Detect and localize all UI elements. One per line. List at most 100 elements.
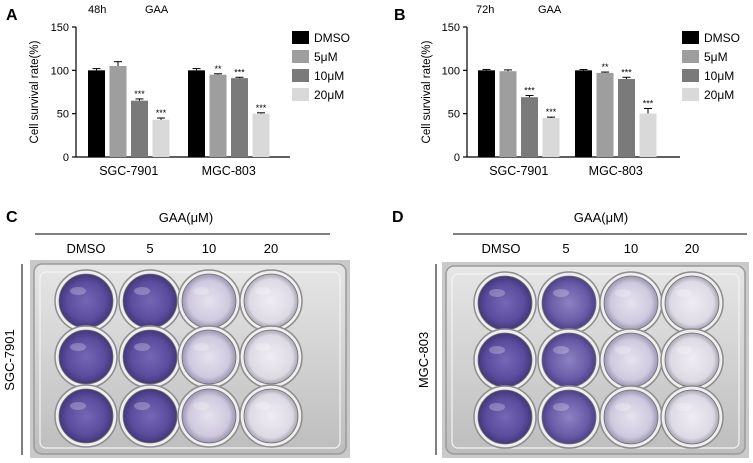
y-tick-label: 150 xyxy=(442,22,460,34)
well-stain xyxy=(181,329,237,385)
well-glare xyxy=(676,289,692,297)
well-glare xyxy=(489,346,505,354)
well-glare xyxy=(615,403,631,411)
well-glare xyxy=(193,343,209,351)
plate-rim xyxy=(451,273,740,449)
legend-swatch xyxy=(682,88,699,101)
well-plate-photo xyxy=(442,262,749,458)
legend-label: 5μM xyxy=(314,50,338,64)
well-stain xyxy=(122,273,178,329)
well-stain xyxy=(541,275,597,331)
well-stain xyxy=(477,389,533,445)
y-tick-label: 100 xyxy=(51,65,69,77)
column-label: 10 xyxy=(202,241,216,256)
well-stain xyxy=(477,275,533,331)
panel-a: A 48h GAA 0 50 100 150 Cell survival rate(%)… xyxy=(6,4,350,178)
bar xyxy=(478,70,495,157)
y-tick-label: 0 xyxy=(454,152,460,164)
well-glare xyxy=(676,346,692,354)
bar xyxy=(521,97,538,157)
well-glare xyxy=(615,346,631,354)
column-label: DMSO xyxy=(482,241,521,256)
y-tick-label: 50 xyxy=(57,109,69,121)
well-stain xyxy=(122,329,178,385)
bar xyxy=(542,118,560,157)
legend-label: 10μM xyxy=(314,69,344,83)
panel-d: D GAA(μM) DMSO 5 10 20 MGC-803 xyxy=(392,209,749,458)
legend-label: 20μM xyxy=(314,88,344,102)
well-glare xyxy=(70,402,86,410)
well-plate-photo xyxy=(30,260,350,458)
panel-letter: C xyxy=(6,209,18,226)
bar-chart: 0 50 100 150 Cell survival rate(%) *** *** SGC-… xyxy=(421,22,740,178)
well-stain xyxy=(477,332,533,388)
bar xyxy=(596,72,614,157)
column-label: 5 xyxy=(562,241,569,256)
well-stain xyxy=(58,329,114,385)
significance-label: *** xyxy=(256,103,267,113)
legend-swatch xyxy=(292,50,309,63)
bar xyxy=(639,113,657,157)
legend-label: 5μM xyxy=(704,50,728,64)
well-glare xyxy=(553,346,569,354)
well-stain xyxy=(541,332,597,388)
legend-swatch xyxy=(682,69,699,82)
bar xyxy=(231,78,248,157)
cell-line-label: MGC-803 xyxy=(416,332,431,388)
significance-label: *** xyxy=(621,67,632,77)
bar xyxy=(252,113,270,157)
category-label: MGC-803 xyxy=(202,164,256,178)
significance-label: *** xyxy=(234,67,245,77)
well-glare xyxy=(70,343,86,351)
column-label: 20 xyxy=(264,241,278,256)
well-glare xyxy=(255,287,271,295)
significance-label: ** xyxy=(601,62,609,72)
panel-c: C GAA(μM) DMSO 5 10 20 SGC-7901 xyxy=(2,209,350,458)
significance-label: *** xyxy=(643,98,654,108)
legend-label: DMSO xyxy=(314,31,350,45)
well-stain xyxy=(181,388,237,444)
panel-letter: B xyxy=(394,7,406,24)
well-glare xyxy=(70,287,86,295)
well-stain xyxy=(603,389,659,445)
well-glare xyxy=(255,343,271,351)
bar xyxy=(109,66,127,157)
well-glare xyxy=(134,343,150,351)
legend-swatch xyxy=(682,31,699,44)
bar xyxy=(188,70,205,157)
well-glare xyxy=(134,402,150,410)
legend-swatch xyxy=(292,88,309,101)
legend-label: 20μM xyxy=(704,88,734,102)
bar xyxy=(499,71,517,157)
well-stain xyxy=(243,329,299,385)
column-label: DMSO xyxy=(67,241,106,256)
well-glare xyxy=(193,402,209,410)
y-axis-title: Cell survival rate(%) xyxy=(29,40,41,143)
well-stain xyxy=(603,332,659,388)
well-glare xyxy=(193,287,209,295)
y-tick-label: 0 xyxy=(63,152,69,164)
column-label: 5 xyxy=(146,241,153,256)
category-label: MGC-803 xyxy=(589,164,643,178)
well-glare xyxy=(553,403,569,411)
concentration-header: GAA(μM) xyxy=(574,210,628,225)
y-axis-title: Cell survival rate(%) xyxy=(421,40,433,143)
panel-b: B 72h GAA 0 50 100 150 Cell survival rate(%)… xyxy=(394,4,740,178)
significance-label: *** xyxy=(156,108,167,118)
y-tick-label: 100 xyxy=(442,65,460,77)
well-glare xyxy=(489,403,505,411)
bar xyxy=(575,70,592,157)
y-tick-label: 50 xyxy=(448,109,460,121)
significance-label: *** xyxy=(524,85,535,95)
bar xyxy=(152,119,170,157)
category-label: SGC-7901 xyxy=(489,164,548,178)
significance-label: *** xyxy=(546,107,557,117)
bar xyxy=(618,79,635,157)
cell-line-label: SGC-7901 xyxy=(2,329,17,390)
time-label: 48h xyxy=(88,4,106,16)
legend-swatch xyxy=(292,31,309,44)
well-stain xyxy=(181,273,237,329)
bar xyxy=(88,70,105,157)
agent-label: GAA xyxy=(538,4,562,16)
